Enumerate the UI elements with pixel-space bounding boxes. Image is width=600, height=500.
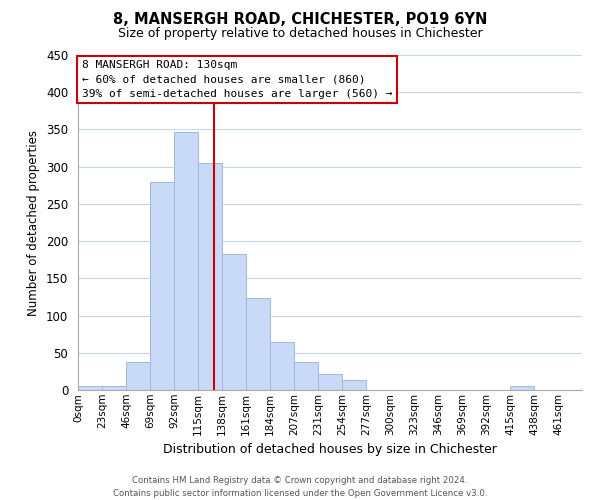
Bar: [246, 298, 270, 390]
Bar: [342, 380, 366, 390]
Bar: [510, 386, 534, 390]
Bar: [294, 362, 318, 390]
Bar: [126, 362, 150, 390]
Bar: [270, 342, 294, 390]
Text: Contains HM Land Registry data © Crown copyright and database right 2024.
Contai: Contains HM Land Registry data © Crown c…: [113, 476, 487, 498]
Text: 8, MANSERGH ROAD, CHICHESTER, PO19 6YN: 8, MANSERGH ROAD, CHICHESTER, PO19 6YN: [113, 12, 487, 28]
Text: 8 MANSERGH ROAD: 130sqm
← 60% of detached houses are smaller (860)
39% of semi-d: 8 MANSERGH ROAD: 130sqm ← 60% of detache…: [82, 60, 392, 99]
Bar: [198, 163, 222, 390]
Bar: [150, 182, 174, 390]
Bar: [318, 374, 342, 390]
Bar: [102, 386, 126, 390]
Text: Size of property relative to detached houses in Chichester: Size of property relative to detached ho…: [118, 28, 482, 40]
Bar: [174, 132, 198, 390]
Bar: [78, 386, 102, 390]
Y-axis label: Number of detached properties: Number of detached properties: [28, 130, 40, 316]
X-axis label: Distribution of detached houses by size in Chichester: Distribution of detached houses by size …: [163, 443, 497, 456]
Bar: [222, 254, 246, 390]
